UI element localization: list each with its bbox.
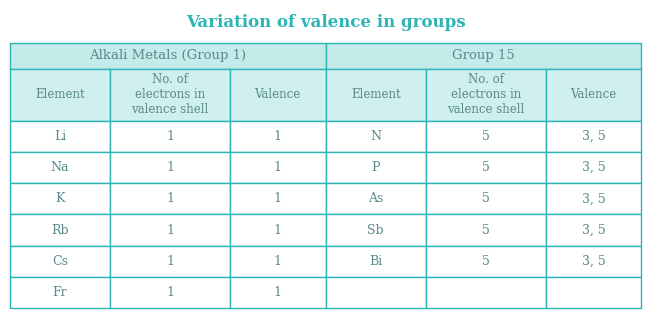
Text: P: P [372, 161, 380, 174]
Text: 5: 5 [482, 161, 490, 174]
Text: Variation of valence in groups: Variation of valence in groups [186, 14, 465, 31]
Text: 1: 1 [166, 161, 174, 174]
Text: No. of
electrons in
valence shell: No. of electrons in valence shell [447, 73, 525, 117]
Text: 1: 1 [273, 255, 282, 268]
Text: 1: 1 [166, 223, 174, 237]
Text: Li: Li [54, 130, 66, 143]
Text: Bi: Bi [369, 255, 382, 268]
Text: Fr: Fr [53, 286, 67, 299]
Text: Element: Element [351, 88, 400, 101]
Text: Valence: Valence [570, 88, 616, 101]
Text: 5: 5 [482, 192, 490, 205]
Text: 1: 1 [166, 130, 174, 143]
Text: K: K [55, 192, 64, 205]
Text: Sb: Sb [367, 223, 384, 237]
Text: 3, 5: 3, 5 [581, 130, 605, 143]
Text: Rb: Rb [51, 223, 69, 237]
Text: 5: 5 [482, 130, 490, 143]
Text: 3, 5: 3, 5 [581, 161, 605, 174]
Text: 1: 1 [166, 286, 174, 299]
Text: 5: 5 [482, 223, 490, 237]
Text: 5: 5 [482, 255, 490, 268]
Text: N: N [370, 130, 381, 143]
Text: Valence: Valence [255, 88, 301, 101]
Text: 3, 5: 3, 5 [581, 223, 605, 237]
Text: As: As [368, 192, 383, 205]
Text: 1: 1 [273, 130, 282, 143]
Text: 1: 1 [273, 192, 282, 205]
Text: Cs: Cs [52, 255, 68, 268]
Text: Element: Element [35, 88, 85, 101]
Text: 1: 1 [273, 161, 282, 174]
Text: Alkali Metals (Group 1): Alkali Metals (Group 1) [89, 49, 246, 63]
Text: 1: 1 [273, 223, 282, 237]
Text: 3, 5: 3, 5 [581, 192, 605, 205]
Text: Na: Na [51, 161, 69, 174]
Text: 3, 5: 3, 5 [581, 255, 605, 268]
Text: 1: 1 [273, 286, 282, 299]
Text: No. of
electrons in
valence shell: No. of electrons in valence shell [132, 73, 209, 117]
Text: 1: 1 [166, 255, 174, 268]
Text: Group 15: Group 15 [452, 49, 515, 63]
Text: 1: 1 [166, 192, 174, 205]
